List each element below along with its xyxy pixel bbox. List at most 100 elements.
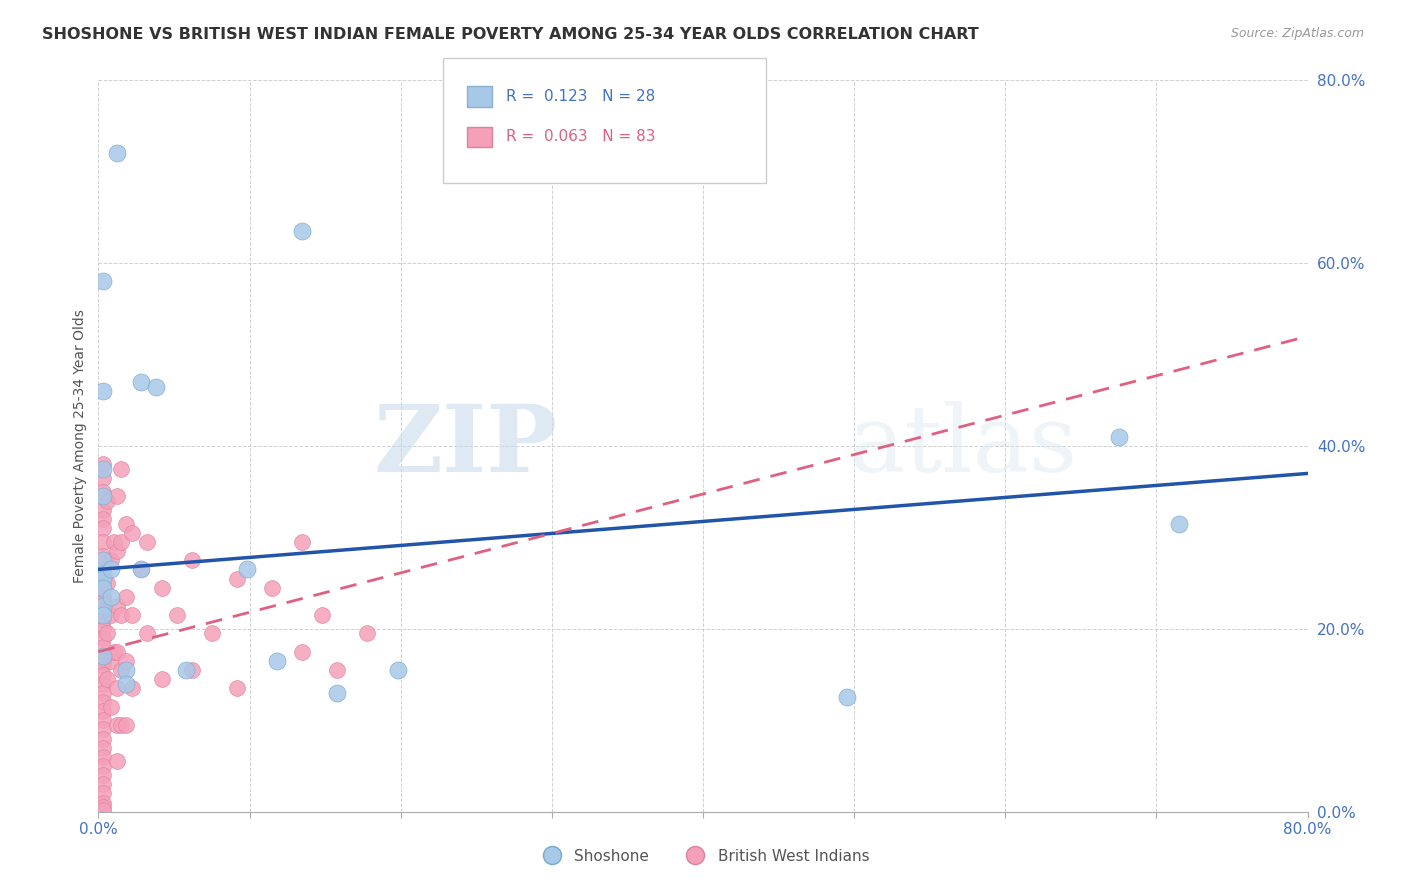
Point	[150, 672, 173, 686]
Point	[1108, 430, 1130, 444]
Point	[105, 681, 128, 696]
Point	[121, 681, 143, 696]
Point	[356, 626, 378, 640]
Point	[91, 723, 114, 737]
Point	[91, 686, 114, 700]
Point	[181, 663, 204, 677]
Point	[114, 718, 136, 732]
Text: R =  0.063   N = 83: R = 0.063 N = 83	[506, 129, 655, 145]
Point	[91, 484, 114, 499]
Point	[129, 562, 152, 576]
Point	[91, 631, 114, 645]
Point	[114, 590, 136, 604]
Point	[91, 608, 114, 623]
Text: Source: ZipAtlas.com: Source: ZipAtlas.com	[1230, 27, 1364, 40]
Point	[91, 503, 114, 517]
Point	[1168, 516, 1191, 531]
Point	[129, 375, 152, 389]
Point	[91, 800, 114, 814]
Point	[91, 622, 114, 636]
Point	[91, 768, 114, 782]
Point	[114, 516, 136, 531]
Point	[105, 645, 128, 659]
Point	[100, 590, 122, 604]
Point	[291, 224, 314, 238]
Point	[91, 759, 114, 773]
Point	[91, 521, 114, 535]
Point	[91, 676, 114, 690]
Point	[91, 695, 114, 709]
Point	[91, 549, 114, 563]
Point	[291, 645, 314, 659]
Point	[91, 787, 114, 801]
Point	[129, 562, 152, 576]
Point	[100, 608, 122, 623]
Point	[114, 676, 136, 690]
Point	[96, 493, 118, 508]
Point	[145, 379, 167, 393]
Point	[311, 608, 333, 623]
Point	[110, 608, 132, 623]
Point	[91, 654, 114, 668]
Point	[387, 663, 409, 677]
Point	[91, 740, 114, 755]
Point	[100, 654, 122, 668]
Point	[91, 576, 114, 591]
Y-axis label: Female Poverty Among 25-34 Year Olds: Female Poverty Among 25-34 Year Olds	[73, 309, 87, 583]
Point	[110, 663, 132, 677]
Point	[91, 777, 114, 791]
Text: ZIP: ZIP	[374, 401, 558, 491]
Point	[91, 667, 114, 681]
Point	[91, 384, 114, 399]
Point	[91, 704, 114, 718]
Point	[201, 626, 224, 640]
Point	[103, 645, 125, 659]
Point	[91, 562, 114, 576]
Point	[100, 699, 122, 714]
Point	[96, 672, 118, 686]
Text: atlas: atlas	[848, 401, 1077, 491]
Point	[110, 462, 132, 476]
Point	[121, 525, 143, 540]
Point	[91, 572, 114, 586]
Point	[174, 663, 197, 677]
Point	[105, 718, 128, 732]
Point	[91, 714, 114, 728]
Point	[105, 599, 128, 613]
Point	[91, 803, 114, 817]
Point	[91, 275, 114, 289]
Point	[291, 535, 314, 549]
Point	[91, 590, 114, 604]
Point	[91, 581, 114, 595]
Point	[166, 608, 188, 623]
Point	[91, 599, 114, 613]
Point	[91, 462, 114, 476]
Point	[114, 663, 136, 677]
Point	[91, 658, 114, 673]
Point	[96, 576, 118, 591]
Point	[103, 535, 125, 549]
Point	[91, 458, 114, 472]
Point	[91, 613, 114, 627]
Point	[181, 553, 204, 567]
Point	[121, 608, 143, 623]
Point	[226, 681, 249, 696]
Point	[100, 553, 122, 567]
Point	[91, 649, 114, 664]
Point	[114, 654, 136, 668]
Point	[91, 512, 114, 526]
Legend: Shoshone, British West Indians: Shoshone, British West Indians	[530, 843, 876, 870]
Point	[91, 489, 114, 503]
Point	[91, 471, 114, 485]
Point	[135, 626, 157, 640]
Point	[91, 553, 114, 567]
Point	[91, 603, 114, 617]
Point	[262, 581, 284, 595]
Point	[91, 572, 114, 586]
Point	[91, 567, 114, 582]
Point	[110, 535, 132, 549]
Text: R =  0.123   N = 28: R = 0.123 N = 28	[506, 89, 655, 104]
Point	[835, 690, 858, 705]
Point	[150, 581, 173, 595]
Point	[91, 796, 114, 810]
